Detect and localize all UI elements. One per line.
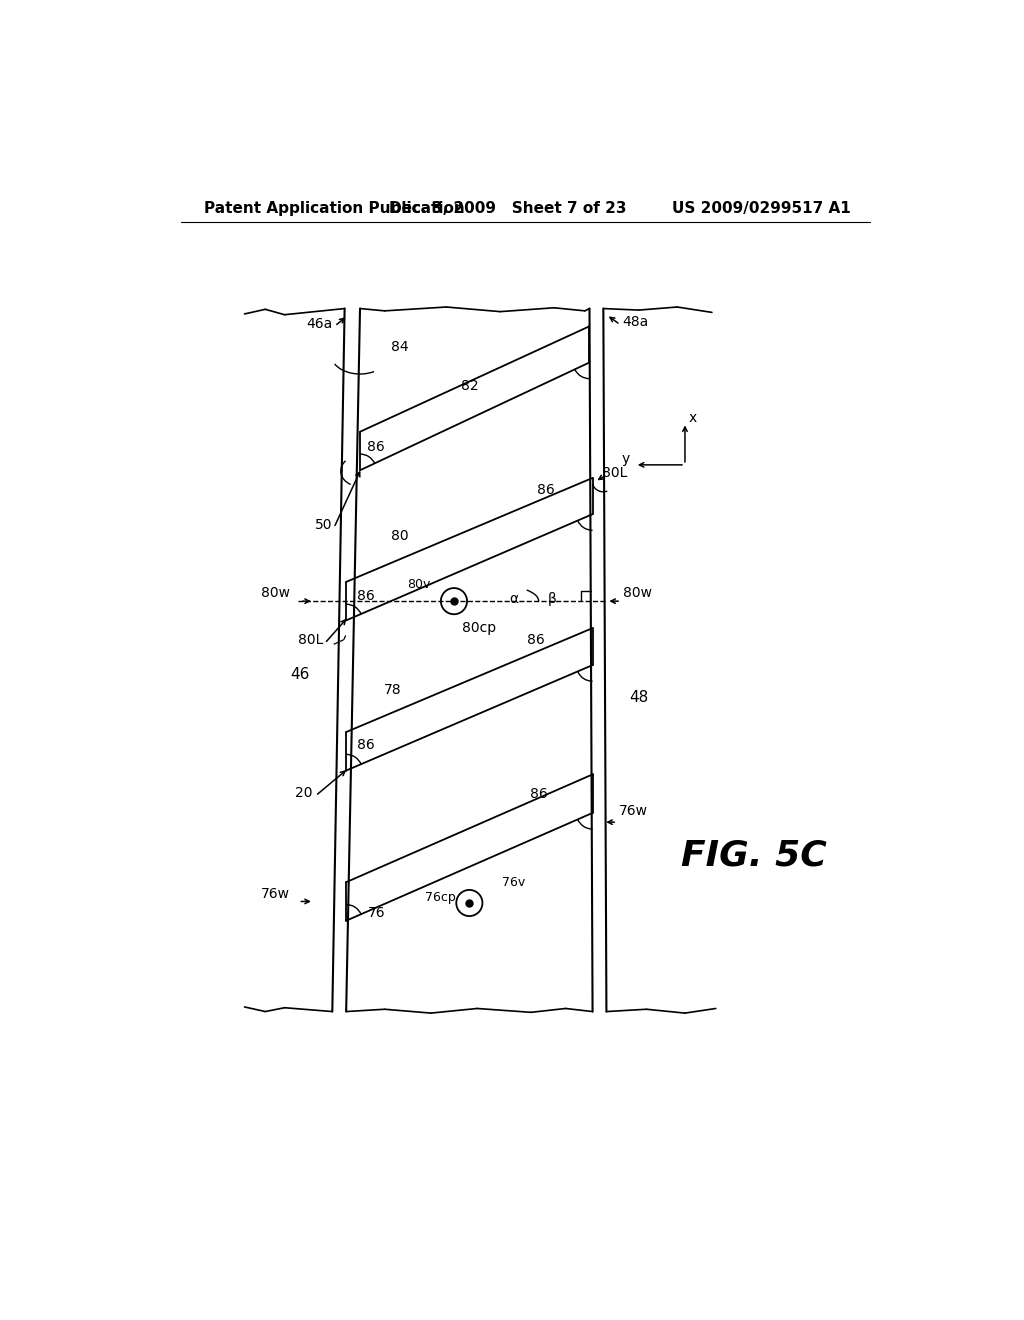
Text: 80w: 80w [261, 586, 290, 601]
Text: 76: 76 [369, 906, 386, 920]
Text: 86: 86 [367, 440, 384, 454]
Text: FIG. 5C: FIG. 5C [681, 838, 827, 873]
Text: 80: 80 [391, 529, 409, 543]
Text: 50: 50 [314, 517, 333, 532]
Text: 80L: 80L [298, 634, 323, 647]
Text: 86: 86 [526, 632, 545, 647]
Text: 20: 20 [295, 785, 312, 800]
Text: US 2009/0299517 A1: US 2009/0299517 A1 [672, 201, 851, 216]
Text: Patent Application Publication: Patent Application Publication [204, 201, 465, 216]
Text: β: β [548, 591, 557, 606]
Text: α: α [510, 591, 518, 606]
Text: 80w: 80w [624, 586, 652, 601]
Text: 86: 86 [529, 788, 548, 801]
Text: 84: 84 [391, 341, 409, 354]
Text: y: y [622, 451, 630, 466]
Text: 76w: 76w [261, 887, 290, 900]
Text: x: x [688, 411, 696, 425]
Text: 76cp: 76cp [425, 891, 456, 904]
Text: 76w: 76w [618, 804, 648, 818]
Text: Dec. 3, 2009   Sheet 7 of 23: Dec. 3, 2009 Sheet 7 of 23 [389, 201, 627, 216]
Text: 48a: 48a [622, 314, 648, 329]
Text: 78: 78 [384, 682, 401, 697]
Text: 80v: 80v [408, 578, 431, 591]
Text: 46: 46 [290, 667, 309, 682]
Text: 80cp: 80cp [462, 622, 496, 635]
Text: 82: 82 [461, 379, 478, 392]
Text: 76v: 76v [502, 875, 525, 888]
Text: 80L: 80L [602, 466, 627, 479]
Text: 46a: 46a [306, 317, 333, 331]
Text: 86: 86 [357, 738, 375, 752]
Text: 86: 86 [357, 589, 375, 603]
Text: 48: 48 [629, 690, 648, 705]
Text: 86: 86 [538, 483, 555, 496]
